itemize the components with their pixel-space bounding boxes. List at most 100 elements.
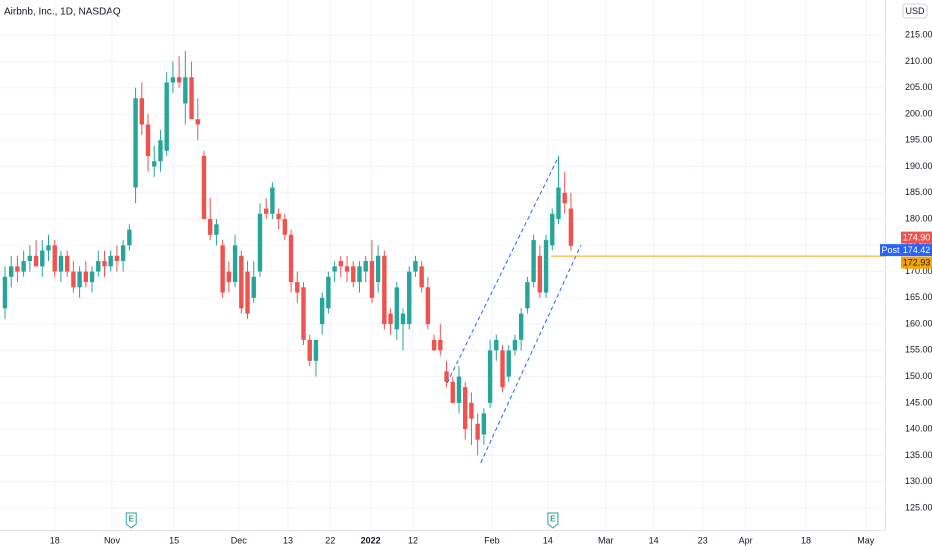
candle-body (8, 266, 14, 277)
candle-body (183, 77, 188, 104)
candle-body (201, 156, 207, 220)
candle-body (114, 255, 120, 262)
x-tick-label: 12 (408, 535, 418, 545)
y-tick-label: 205.00 (905, 82, 932, 92)
candle-body (562, 192, 567, 204)
candle-body (301, 287, 306, 340)
candle-body (313, 339, 319, 361)
x-tick-label: 15 (169, 535, 179, 545)
candle-body (251, 276, 256, 298)
candle-body (475, 423, 480, 440)
candle-body (419, 266, 424, 288)
x-tick-label: 13 (283, 535, 293, 545)
candle-body (282, 219, 288, 235)
candle-body (64, 255, 70, 272)
candle-body (158, 140, 163, 162)
candle-body (394, 287, 399, 330)
earnings-marker (547, 512, 559, 529)
candle-body (220, 245, 225, 293)
x-tick-label: Mar (598, 535, 614, 545)
y-tick-label: 180.00 (905, 213, 932, 223)
x-tick-label: 14 (649, 535, 659, 545)
candle-body (295, 282, 300, 293)
candle-body (388, 313, 393, 325)
x-tick-label: May (857, 535, 875, 545)
price-label-box (901, 244, 932, 257)
candle-body (344, 266, 350, 272)
candle-body (139, 98, 144, 125)
y-tick-label: 150.00 (905, 371, 932, 381)
candle-body (226, 271, 232, 283)
y-tick-label: 135.00 (905, 450, 932, 460)
chart-title: Airbnb, Inc., 1D, NASDAQ (4, 7, 121, 18)
candle-body (77, 271, 82, 288)
y-tick-label: 170.00 (905, 266, 932, 276)
candle-body (257, 213, 263, 272)
x-tick-label: Nov (104, 535, 121, 545)
y-tick-label: 195.00 (905, 135, 932, 145)
candle-body (456, 376, 462, 403)
candle-body (307, 339, 312, 361)
y-tick-label: 140.00 (905, 424, 932, 434)
candle-body (127, 229, 132, 246)
candle-body (52, 245, 57, 272)
candle-body (518, 313, 524, 340)
candle-body (189, 77, 194, 120)
earnings-label: E (550, 515, 556, 524)
currency-button[interactable] (902, 3, 928, 19)
candle-body (512, 339, 518, 351)
candle-body (531, 240, 536, 283)
candle-body (33, 255, 39, 267)
candle-body (21, 261, 26, 272)
price-label: 174.42 (903, 245, 931, 255)
candle-body (120, 245, 126, 262)
candle-body (326, 276, 331, 309)
candle-body (145, 124, 151, 157)
candle-body (170, 77, 176, 83)
candle-body (338, 261, 344, 267)
candle-body (568, 208, 574, 246)
y-tick-label: 165.00 (905, 292, 932, 302)
candle-body (102, 261, 107, 267)
candle-body (89, 271, 95, 283)
x-tick-label: Feb (484, 535, 500, 545)
candle-body (487, 350, 493, 403)
y-tick-label: 210.00 (905, 56, 932, 66)
y-tick-label: 145.00 (905, 397, 932, 407)
price-tag-box (880, 244, 901, 257)
candle-body (400, 313, 406, 325)
candle-body (214, 224, 219, 235)
currency-label[interactable]: USD (905, 6, 925, 16)
candle-body (108, 255, 113, 267)
candle-body (15, 266, 20, 272)
candle-body (494, 339, 499, 351)
x-tick-label: 22 (325, 535, 335, 545)
price-label: 172.93 (903, 257, 931, 267)
candle-body (369, 261, 375, 298)
earnings-label: E (129, 515, 135, 524)
candle-body (288, 234, 294, 283)
candle-body (276, 213, 281, 220)
candle-body (357, 266, 362, 283)
y-tick-label: 130.00 (905, 476, 932, 486)
y-tick-label: 125.00 (905, 502, 932, 512)
candle-body (363, 261, 368, 272)
candle-body (270, 187, 275, 214)
candle-body (444, 371, 449, 382)
earnings-marker (125, 512, 137, 529)
candle-body (375, 255, 381, 283)
candle-body (232, 245, 238, 283)
candle-body (382, 255, 387, 325)
candle-body (83, 271, 89, 283)
candle-body (96, 261, 101, 272)
x-tick-label: 18 (50, 535, 60, 545)
candle-body (46, 245, 51, 251)
candle-body (506, 350, 511, 377)
trendline (480, 245, 582, 463)
price-tag: Post (881, 245, 900, 255)
candle-body (556, 187, 561, 220)
candle-body (438, 339, 443, 351)
candle-body (351, 266, 356, 283)
